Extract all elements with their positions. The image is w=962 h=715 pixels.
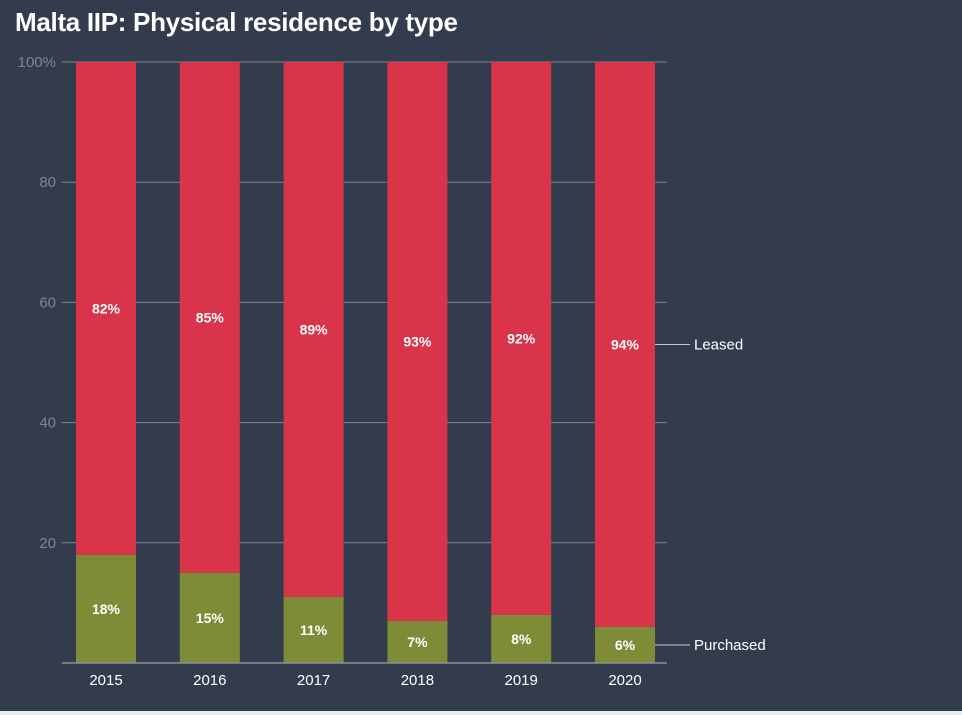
x-tick-label: 2018 bbox=[401, 672, 434, 689]
y-tick-label: 40 bbox=[39, 415, 56, 432]
x-tick-label: 2019 bbox=[505, 672, 538, 689]
bottom-border bbox=[0, 711, 962, 715]
data-label-leased: 89% bbox=[300, 321, 329, 337]
bar-purchased-2015 bbox=[76, 554, 136, 663]
data-label-purchased: 15% bbox=[196, 610, 225, 626]
y-tick-label: 60 bbox=[39, 294, 56, 311]
bar-purchased-2016 bbox=[179, 572, 240, 663]
bar-leased-2016 bbox=[179, 62, 240, 573]
data-label-purchased: 11% bbox=[300, 622, 328, 638]
x-tick-label: 2016 bbox=[193, 672, 226, 689]
data-label-leased: 94% bbox=[611, 336, 640, 352]
bar-purchased-2017 bbox=[283, 596, 344, 663]
y-tick-label: 80 bbox=[39, 174, 56, 191]
data-label-purchased: 8% bbox=[511, 631, 532, 647]
bar-leased-2019 bbox=[491, 62, 552, 615]
chart-title: Malta IIP: Physical residence by type bbox=[15, 7, 458, 37]
bar-leased-2020 bbox=[595, 62, 655, 627]
y-tick-label: 20 bbox=[39, 535, 56, 552]
data-label-leased: 85% bbox=[196, 309, 225, 325]
bar-leased-2015 bbox=[76, 62, 136, 555]
series-label-leased: Leased bbox=[694, 336, 743, 353]
data-label-leased: 93% bbox=[403, 333, 432, 349]
x-tick-label: 2020 bbox=[608, 672, 641, 689]
bar-purchased-2020 bbox=[595, 626, 655, 663]
bar-purchased-2018 bbox=[387, 620, 448, 663]
x-tick-label: 2015 bbox=[89, 672, 122, 689]
bar-leased-2017 bbox=[283, 62, 344, 597]
data-label-purchased: 7% bbox=[407, 634, 428, 650]
bar-purchased-2019 bbox=[491, 614, 552, 663]
y-tick-label: 100% bbox=[18, 54, 56, 71]
series-label-purchased: Purchased bbox=[694, 637, 766, 654]
data-label-purchased: 6% bbox=[615, 637, 636, 653]
data-label-leased: 92% bbox=[507, 330, 536, 346]
data-label-purchased: 18% bbox=[92, 601, 121, 617]
bar-leased-2018 bbox=[387, 62, 448, 621]
data-label-leased: 82% bbox=[92, 300, 121, 316]
x-tick-label: 2017 bbox=[297, 672, 330, 689]
